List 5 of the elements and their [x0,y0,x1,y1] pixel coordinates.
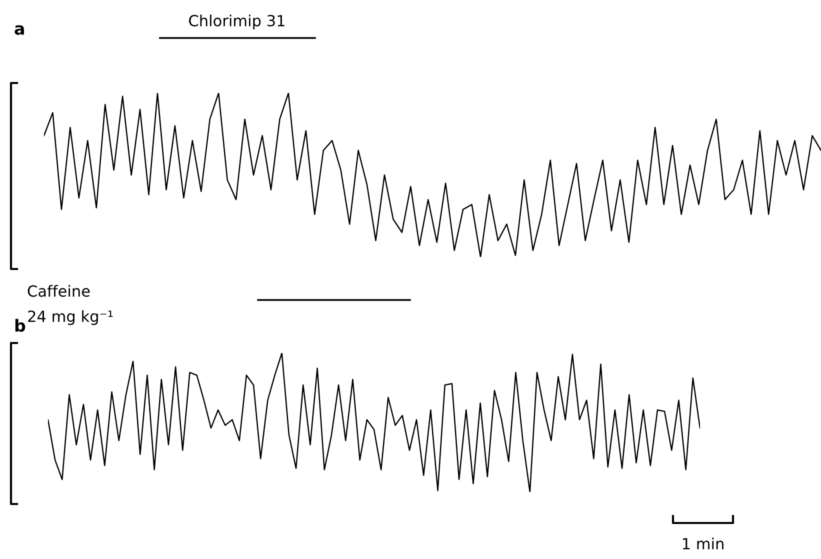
text: Caffeine 24 mg kg⁻¹ [28,284,113,326]
text: Chlorimip 31 [189,14,284,30]
chart-title: b [15,318,26,332]
chart-title: a [14,25,24,35]
text: 1 min [682,538,724,550]
